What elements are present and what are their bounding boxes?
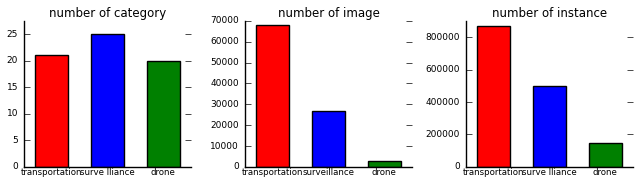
Bar (312, 111, 346, 167)
Bar (91, 34, 124, 167)
Title: number of image: number of image (278, 7, 380, 20)
Bar (589, 143, 622, 167)
Bar (367, 161, 401, 167)
Bar (532, 86, 566, 167)
Bar (256, 25, 289, 167)
Bar (477, 26, 511, 167)
Bar (147, 61, 180, 167)
Title: number of category: number of category (49, 7, 166, 20)
Title: number of instance: number of instance (492, 7, 607, 20)
Bar (35, 55, 68, 167)
